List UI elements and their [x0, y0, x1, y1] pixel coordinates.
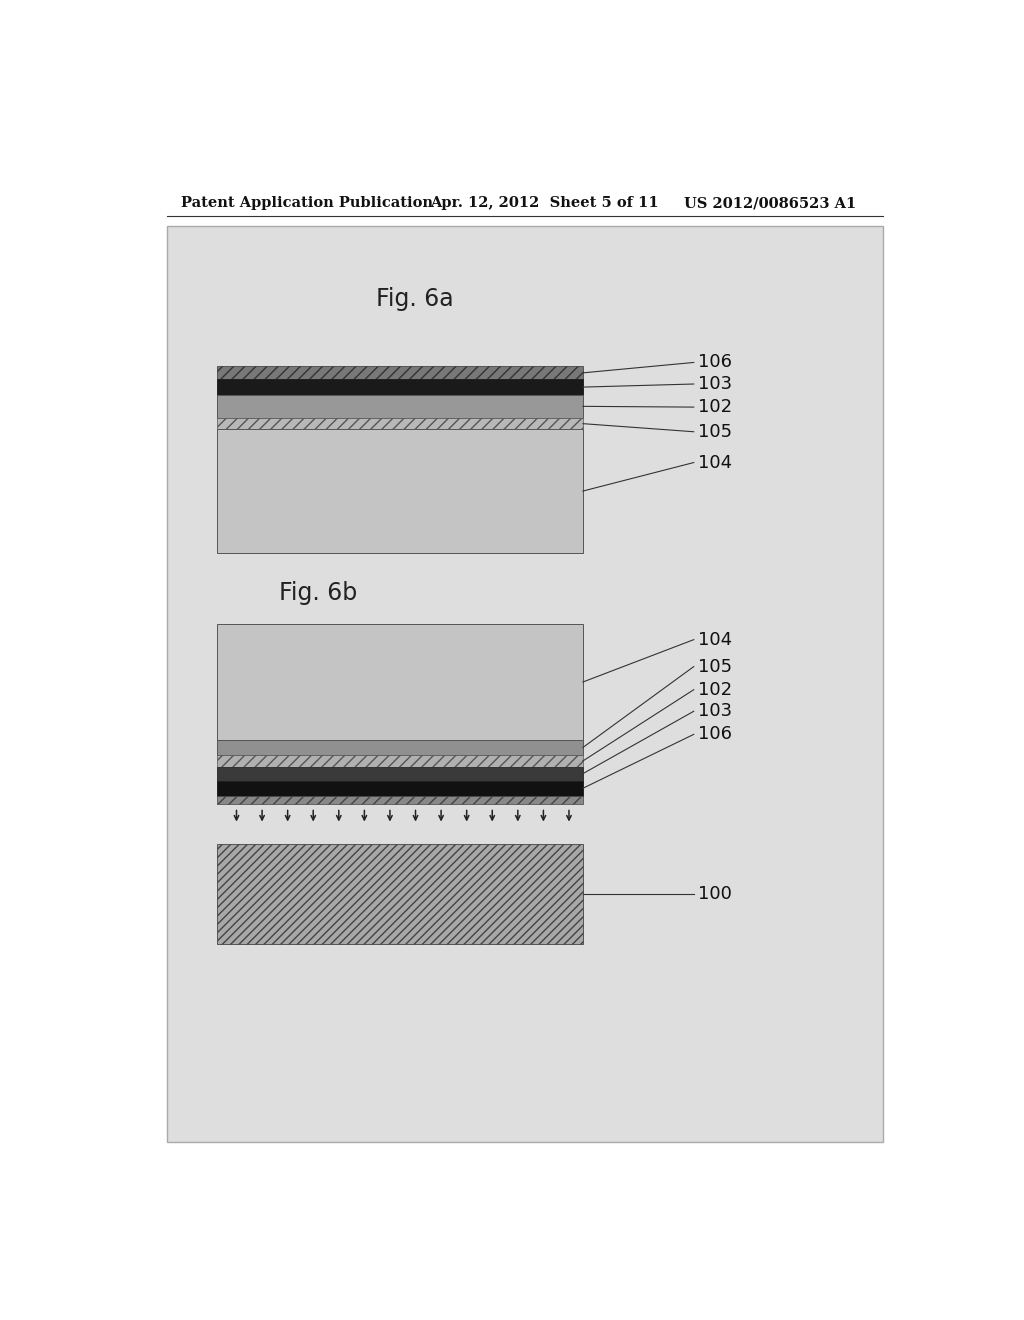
Text: US 2012/0086523 A1: US 2012/0086523 A1 — [684, 197, 857, 210]
Text: 102: 102 — [697, 681, 732, 698]
Bar — [217, 739, 583, 755]
Bar — [217, 796, 583, 804]
Bar — [217, 367, 583, 379]
Bar — [217, 767, 583, 780]
Text: 105: 105 — [697, 422, 732, 441]
Text: 104: 104 — [697, 454, 732, 471]
Text: 105: 105 — [697, 657, 732, 676]
Text: 100: 100 — [697, 884, 731, 903]
Bar — [217, 379, 583, 395]
Bar — [217, 843, 583, 944]
Text: Patent Application Publication: Patent Application Publication — [180, 197, 433, 210]
Text: Fig. 6a: Fig. 6a — [376, 288, 454, 312]
Bar — [217, 395, 583, 418]
Text: 104: 104 — [697, 631, 732, 648]
Bar — [217, 418, 583, 429]
Bar — [217, 755, 583, 767]
Bar — [217, 780, 583, 796]
Text: 106: 106 — [697, 726, 731, 743]
Text: 103: 103 — [697, 702, 732, 721]
Text: 103: 103 — [697, 375, 732, 393]
Text: 106: 106 — [697, 354, 731, 371]
Bar — [217, 624, 583, 739]
Text: Apr. 12, 2012  Sheet 5 of 11: Apr. 12, 2012 Sheet 5 of 11 — [430, 197, 658, 210]
Text: 102: 102 — [697, 399, 732, 416]
Bar — [217, 429, 583, 553]
Text: Fig. 6b: Fig. 6b — [280, 581, 357, 606]
